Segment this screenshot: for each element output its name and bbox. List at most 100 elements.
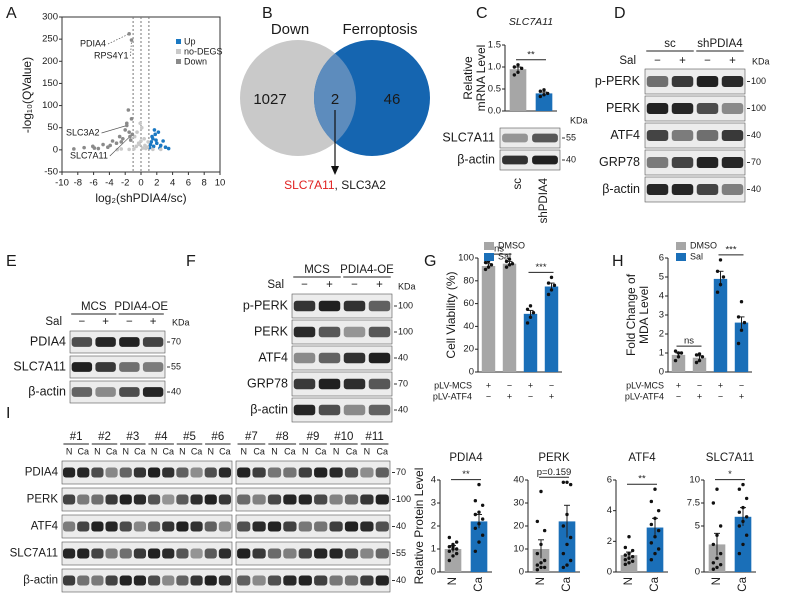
x-tick-label: N bbox=[535, 577, 547, 585]
band bbox=[293, 378, 316, 390]
band bbox=[162, 521, 175, 532]
data-point bbox=[739, 328, 744, 332]
band bbox=[298, 467, 312, 478]
band bbox=[721, 184, 744, 195]
band bbox=[344, 521, 359, 532]
band bbox=[293, 300, 316, 312]
y-tick-label: 60 bbox=[463, 298, 474, 309]
data-point bbox=[653, 535, 657, 539]
data-point bbox=[480, 503, 485, 507]
band bbox=[502, 133, 528, 143]
y-tick-label: 1 bbox=[659, 348, 664, 359]
data-point bbox=[535, 519, 540, 524]
sig-label: *** bbox=[535, 262, 546, 273]
panel-letter: G bbox=[424, 253, 436, 270]
data-point bbox=[630, 559, 635, 563]
lane-label: Ca bbox=[253, 446, 265, 456]
band bbox=[142, 387, 164, 397]
data-point bbox=[542, 93, 546, 97]
row-label: PERK bbox=[254, 324, 289, 338]
row-label: SLC7A11 bbox=[10, 548, 58, 560]
x-tick-label: -8 bbox=[74, 178, 82, 189]
point bbox=[115, 147, 120, 152]
data-point bbox=[539, 489, 543, 494]
x-tick-label: 2 bbox=[154, 178, 159, 189]
lane-label: N bbox=[302, 446, 309, 456]
y-tick-label: 0 bbox=[659, 367, 664, 378]
y-tick-label: 10 bbox=[689, 475, 700, 486]
gene-point bbox=[124, 123, 129, 128]
data-point bbox=[623, 562, 628, 567]
row-label: ATF4 bbox=[31, 521, 59, 533]
gene-leader bbox=[130, 40, 132, 57]
y-tick-label: 5 bbox=[659, 272, 664, 283]
point bbox=[119, 147, 124, 151]
legend-label: no-DEGS bbox=[184, 46, 223, 56]
treatment-sign: + bbox=[376, 279, 383, 291]
band bbox=[329, 467, 343, 478]
y-tick-label: 6 bbox=[607, 475, 612, 486]
gene-point bbox=[127, 32, 131, 36]
band bbox=[721, 103, 744, 114]
venn-count: 46 bbox=[384, 91, 401, 108]
data-point bbox=[545, 91, 550, 96]
venn-count: 2 bbox=[331, 91, 339, 108]
row-label: GRP78 bbox=[599, 155, 640, 169]
band bbox=[329, 494, 343, 505]
kda-label: 100 bbox=[751, 76, 766, 86]
data-point bbox=[504, 259, 509, 264]
condition-sign: − bbox=[676, 391, 681, 401]
data-point bbox=[561, 524, 566, 528]
band bbox=[343, 378, 366, 390]
x-tick-label: -10 bbox=[55, 178, 69, 189]
band bbox=[375, 548, 389, 559]
lane-label: Ca bbox=[284, 446, 296, 456]
lane-label: Ca bbox=[191, 446, 203, 456]
x-tick-label: 4 bbox=[170, 178, 175, 189]
band bbox=[283, 548, 297, 559]
point bbox=[117, 134, 122, 139]
band bbox=[91, 548, 104, 559]
data-point bbox=[718, 282, 723, 287]
data-point bbox=[549, 275, 554, 280]
data-point bbox=[447, 545, 452, 549]
sig-label: p=0.159 bbox=[537, 467, 572, 478]
y-tick-label: 80 bbox=[463, 275, 474, 286]
band bbox=[190, 575, 203, 586]
data-point bbox=[741, 519, 745, 524]
band bbox=[721, 76, 744, 87]
blot-strip bbox=[235, 487, 391, 512]
band bbox=[314, 521, 328, 532]
gene-point bbox=[129, 38, 134, 42]
data-point bbox=[568, 482, 573, 487]
legend-swatch bbox=[176, 39, 181, 44]
band bbox=[62, 548, 76, 559]
treatment-label: Sal bbox=[267, 279, 284, 291]
data-point bbox=[721, 275, 726, 279]
venn-arrowhead bbox=[331, 166, 339, 175]
band bbox=[298, 548, 312, 559]
band bbox=[237, 521, 251, 532]
data-point bbox=[483, 260, 488, 265]
band bbox=[176, 467, 189, 478]
row-label: ATF4 bbox=[258, 350, 288, 364]
data-point bbox=[535, 551, 540, 556]
band bbox=[360, 575, 374, 586]
band bbox=[119, 521, 132, 532]
band bbox=[62, 521, 76, 532]
data-point bbox=[525, 321, 530, 325]
band bbox=[360, 467, 374, 478]
band bbox=[237, 575, 251, 586]
data-point bbox=[673, 358, 678, 363]
data-point bbox=[447, 558, 452, 563]
band bbox=[190, 521, 203, 532]
x-tick-label: N bbox=[447, 577, 459, 585]
gene-leader bbox=[101, 125, 127, 134]
bar bbox=[713, 278, 728, 372]
data-point bbox=[516, 70, 520, 74]
y-tick-label: 2 bbox=[431, 521, 436, 532]
band bbox=[283, 494, 297, 505]
band bbox=[293, 352, 316, 364]
lane-label: Ca bbox=[106, 446, 118, 456]
data-point bbox=[737, 551, 742, 556]
